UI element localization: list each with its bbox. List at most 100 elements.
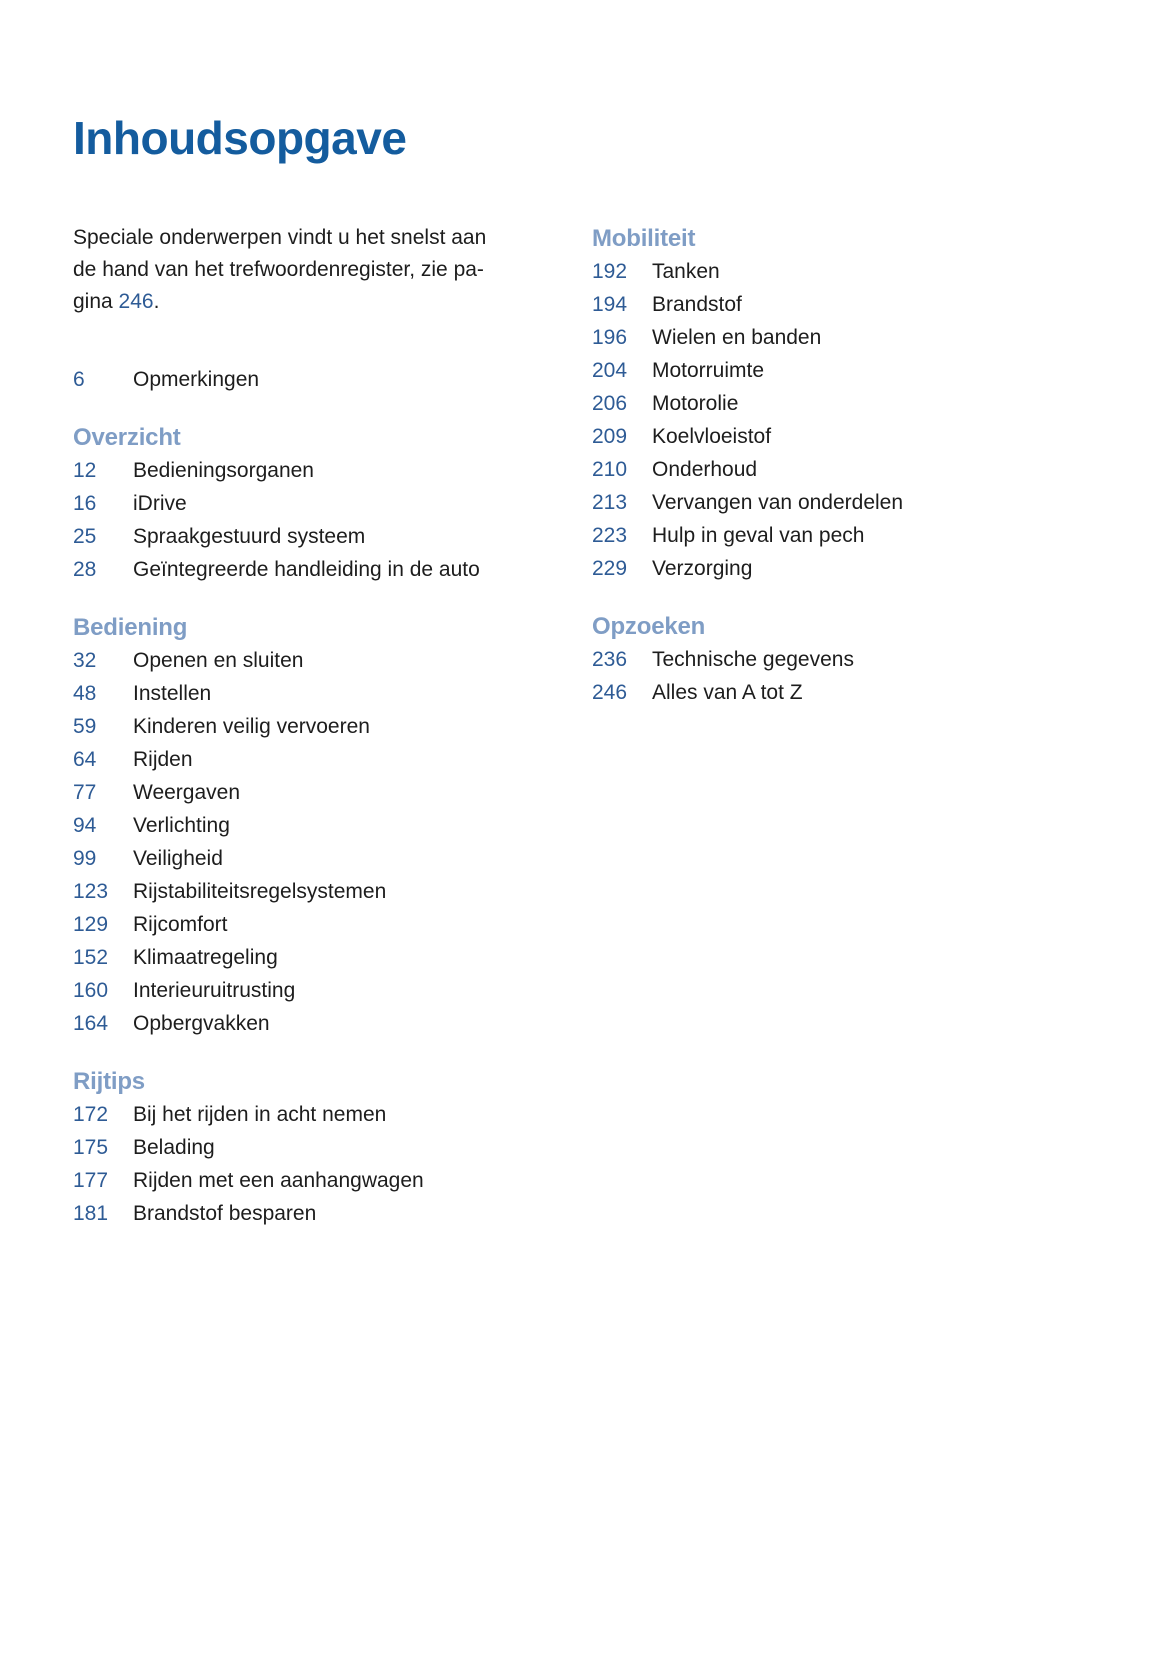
toc-entry-page-number[interactable]: 152	[73, 945, 109, 969]
toc-entry[interactable]: 213 Vervangen van onderdelen	[592, 486, 1125, 519]
toc-entry-page-number[interactable]: 59	[73, 714, 97, 738]
toc-entry[interactable]: 164 Opbergvakken	[73, 1007, 592, 1040]
toc-entry-page-number[interactable]: 175	[73, 1135, 109, 1159]
toc-entry-label[interactable]: Rijden	[133, 747, 193, 771]
toc-entry-label[interactable]: Veiligheid	[133, 846, 223, 870]
toc-entry-label[interactable]: Motorolie	[652, 391, 739, 415]
toc-entry[interactable]: 32 Openen en sluiten	[73, 644, 592, 677]
toc-entry-page-number[interactable]: 77	[73, 780, 97, 804]
toc-entry-label[interactable]: Verzorging	[652, 556, 753, 580]
toc-entry-label[interactable]: iDrive	[133, 491, 187, 515]
toc-entry-page-number[interactable]: 206	[592, 391, 628, 415]
toc-entry-label[interactable]: Brandstof	[652, 292, 742, 316]
toc-entry-label[interactable]: Openen en sluiten	[133, 648, 304, 672]
toc-entry-label[interactable]: Weergaven	[133, 780, 241, 804]
toc-entry[interactable]: 94 Verlichting	[73, 809, 592, 842]
toc-entry[interactable]: 210 Onderhoud	[592, 453, 1125, 486]
toc-entry-page-number[interactable]: 246	[592, 680, 628, 704]
toc-entry-page-number[interactable]: 181	[73, 1201, 109, 1225]
toc-entry-page-number[interactable]: 192	[592, 259, 628, 283]
toc-entry-page-number[interactable]: 6	[73, 367, 85, 391]
toc-entry-label[interactable]: Geïntegreerde handleiding in de auto	[133, 557, 480, 581]
intro-page-link[interactable]: 246	[118, 289, 154, 313]
toc-entry-label[interactable]: Vervangen van onderdelen	[652, 490, 904, 514]
toc-entry-label[interactable]: Spraakgestuurd systeem	[133, 524, 366, 548]
toc-entry-page-number[interactable]: 172	[73, 1102, 109, 1126]
toc-entry[interactable]: 223 Hulp in geval van pech	[592, 519, 1125, 552]
toc-entry-label[interactable]: Bij het rijden in acht nemen	[133, 1102, 387, 1126]
toc-entry[interactable]: 209 Koelvloeistof	[592, 420, 1125, 453]
toc-entry-page-number[interactable]: 194	[592, 292, 628, 316]
toc-entry-label[interactable]: Rijcomfort	[133, 912, 228, 936]
toc-entry-page-number[interactable]: 64	[73, 747, 97, 771]
toc-entry-page-number[interactable]: 204	[592, 358, 628, 382]
toc-entry[interactable]: 6 Opmerkingen	[73, 363, 592, 396]
toc-entry-label[interactable]: Tanken	[652, 259, 720, 283]
toc-entry[interactable]: 206 Motorolie	[592, 387, 1125, 420]
toc-entry-page-number[interactable]: 28	[73, 557, 97, 581]
toc-entry-page-number[interactable]: 16	[73, 491, 97, 515]
toc-entry-page-number[interactable]: 99	[73, 846, 97, 870]
toc-entry[interactable]: 25 Spraakgestuurd systeem	[73, 520, 592, 553]
toc-entry-label[interactable]: Technische gegevens	[652, 647, 854, 671]
toc-entry-page-number[interactable]: 164	[73, 1011, 109, 1035]
toc-entry-page-number[interactable]: 177	[73, 1168, 109, 1192]
toc-entry[interactable]: 160 Interieuruitrusting	[73, 974, 592, 1007]
toc-entry-page-number[interactable]: 209	[592, 424, 628, 448]
toc-entry[interactable]: 16 iDrive	[73, 487, 592, 520]
toc-entry-label[interactable]: Kinderen veilig vervoeren	[133, 714, 370, 738]
toc-entry[interactable]: 196 Wielen en banden	[592, 321, 1125, 354]
toc-entry-label[interactable]: Verlichting	[133, 813, 230, 837]
toc-entry[interactable]: 236 Technische gegevens	[592, 643, 1125, 676]
toc-entry[interactable]: 177 Rijden met een aanhangwagen	[73, 1164, 592, 1197]
toc-entry-page-number[interactable]: 25	[73, 524, 97, 548]
toc-entry-label[interactable]: Klimaatregeling	[133, 945, 278, 969]
toc-entry-label[interactable]: Hulp in geval van pech	[652, 523, 865, 547]
toc-entry-label[interactable]: Interieuruitrusting	[133, 978, 296, 1002]
toc-entry[interactable]: 229 Verzorging	[592, 552, 1125, 585]
toc-entry-label[interactable]: Alles van A tot Z	[652, 680, 803, 704]
toc-entry-page-number[interactable]: 123	[73, 879, 109, 903]
toc-entry-label[interactable]: Brandstof besparen	[133, 1201, 317, 1225]
toc-entry-page-number[interactable]: 12	[73, 458, 97, 482]
toc-entry-label[interactable]: Rijstabiliteitsregelsystemen	[133, 879, 387, 903]
toc-entry-label[interactable]: Onderhoud	[652, 457, 758, 481]
toc-entry[interactable]: 28 Geïntegreerde handleiding in de auto	[73, 553, 592, 586]
toc-entry-page-number[interactable]: 210	[592, 457, 628, 481]
toc-entry[interactable]: 123 Rijstabiliteitsregelsystemen	[73, 875, 592, 908]
toc-entry-page-number[interactable]: 32	[73, 648, 97, 672]
toc-entry-page-number[interactable]: 48	[73, 681, 97, 705]
toc-entry[interactable]: 129 Rijcomfort	[73, 908, 592, 941]
toc-entry[interactable]: 152 Klimaatregeling	[73, 941, 592, 974]
toc-entry-label[interactable]: Opbergvakken	[133, 1011, 270, 1035]
toc-entry[interactable]: 194 Brandstof	[592, 288, 1125, 321]
toc-entry[interactable]: 99 Veiligheid	[73, 842, 592, 875]
toc-entry-label[interactable]: Koelvloeistof	[652, 424, 772, 448]
toc-entry-page-number[interactable]: 223	[592, 523, 628, 547]
toc-entry[interactable]: 204 Motorruimte	[592, 354, 1125, 387]
toc-entry[interactable]: 59 Kinderen veilig vervoeren	[73, 710, 592, 743]
toc-entry-page-number[interactable]: 160	[73, 978, 109, 1002]
toc-entry-label[interactable]: Instellen	[133, 681, 212, 705]
toc-entry[interactable]: 175 Belading	[73, 1131, 592, 1164]
toc-entry[interactable]: 192 Tanken	[592, 255, 1125, 288]
toc-entry-label[interactable]: Motorruimte	[652, 358, 765, 382]
toc-entry[interactable]: 181 Brandstof besparen	[73, 1197, 592, 1230]
toc-entry[interactable]: 48 Instellen	[73, 677, 592, 710]
toc-entry-page-number[interactable]: 213	[592, 490, 628, 514]
toc-entry-label[interactable]: Belading	[133, 1135, 215, 1159]
toc-entry-page-number[interactable]: 236	[592, 647, 628, 671]
toc-entry-page-number[interactable]: 196	[592, 325, 628, 349]
toc-entry-page-number[interactable]: 229	[592, 556, 628, 580]
toc-entry-label[interactable]: Bedieningsorganen	[133, 458, 314, 482]
toc-entry[interactable]: 172 Bij het rijden in acht nemen	[73, 1098, 592, 1131]
toc-entry[interactable]: 246 Alles van A tot Z	[592, 676, 1125, 709]
toc-entry-page-number[interactable]: 129	[73, 912, 109, 936]
toc-entry-label[interactable]: Wielen en banden	[652, 325, 822, 349]
toc-entry-label[interactable]: Opmerkingen	[133, 367, 260, 391]
toc-entry[interactable]: 64 Rijden	[73, 743, 592, 776]
toc-entry[interactable]: 77 Weergaven	[73, 776, 592, 809]
toc-entry-label[interactable]: Rijden met een aanhangwagen	[133, 1168, 424, 1192]
toc-entry-page-number[interactable]: 94	[73, 813, 97, 837]
toc-entry[interactable]: 12 Bedieningsorganen	[73, 454, 592, 487]
